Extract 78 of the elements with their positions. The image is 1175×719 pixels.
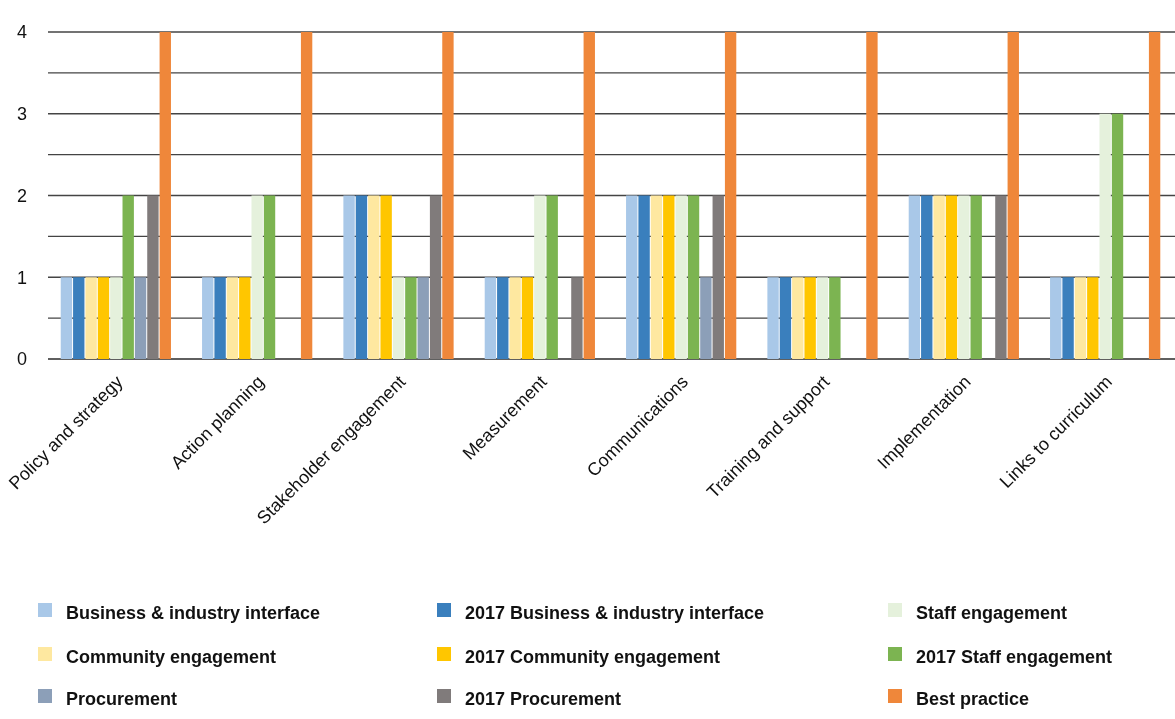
bar bbox=[583, 32, 595, 359]
bar bbox=[73, 277, 85, 359]
bar bbox=[147, 195, 159, 359]
bar bbox=[521, 277, 534, 359]
bar bbox=[675, 195, 687, 359]
bar bbox=[122, 195, 134, 359]
bar bbox=[343, 195, 355, 359]
bar bbox=[908, 195, 921, 359]
bar bbox=[792, 277, 804, 359]
legend-label: 2017 Procurement bbox=[465, 689, 622, 710]
bar bbox=[159, 32, 171, 359]
bar bbox=[226, 277, 239, 359]
bar bbox=[571, 277, 583, 359]
bar bbox=[1062, 277, 1074, 359]
bar bbox=[1074, 277, 1087, 359]
bar bbox=[921, 195, 933, 359]
legend-label: Staff engagement bbox=[916, 603, 1068, 624]
legend-label: 2017 Staff engagement bbox=[916, 647, 1113, 668]
bar bbox=[970, 195, 982, 359]
bar bbox=[392, 277, 405, 359]
bar bbox=[1007, 32, 1019, 359]
bar bbox=[405, 277, 417, 359]
bar bbox=[958, 195, 970, 359]
bar bbox=[829, 277, 841, 359]
bar bbox=[933, 195, 945, 359]
bar bbox=[804, 277, 816, 359]
legend-label: 2017 Community engagement bbox=[465, 647, 721, 668]
bar bbox=[626, 195, 638, 359]
bar bbox=[995, 195, 1007, 359]
bar bbox=[380, 195, 392, 359]
bar bbox=[368, 195, 380, 359]
bar bbox=[816, 277, 829, 359]
legend-label: Best practice bbox=[916, 689, 1030, 710]
bar bbox=[110, 277, 122, 359]
bar bbox=[497, 277, 509, 359]
bar bbox=[417, 277, 429, 359]
bar bbox=[300, 32, 313, 359]
bar bbox=[509, 277, 521, 359]
bar bbox=[251, 195, 263, 359]
y-tick-label: 0 bbox=[16, 349, 28, 370]
y-tick-label: 3 bbox=[16, 104, 28, 125]
bar bbox=[1050, 277, 1062, 359]
y-tick-label: 4 bbox=[16, 22, 28, 43]
bar bbox=[779, 277, 792, 359]
y-tick-label: 1 bbox=[16, 267, 28, 288]
bar bbox=[263, 195, 276, 359]
bar bbox=[638, 195, 650, 359]
bar bbox=[546, 195, 558, 359]
bar bbox=[1148, 32, 1161, 359]
bar bbox=[687, 195, 700, 359]
bar bbox=[85, 277, 97, 359]
bar bbox=[712, 195, 724, 359]
bar bbox=[700, 277, 712, 359]
bar bbox=[239, 277, 251, 359]
bar bbox=[1111, 113, 1124, 359]
bar bbox=[484, 277, 497, 359]
bar bbox=[1099, 113, 1111, 359]
bar bbox=[650, 195, 663, 359]
bar bbox=[429, 195, 442, 359]
bar bbox=[97, 277, 110, 359]
bar bbox=[767, 277, 779, 359]
bar bbox=[60, 277, 73, 359]
bar bbox=[134, 277, 147, 359]
bar bbox=[355, 195, 368, 359]
legend-label: Community engagement bbox=[66, 647, 277, 668]
legend-label: Procurement bbox=[66, 689, 178, 710]
bar bbox=[945, 195, 958, 359]
bar bbox=[534, 195, 546, 359]
y-tick-label: 2 bbox=[16, 185, 28, 206]
bar bbox=[724, 32, 737, 359]
bar bbox=[202, 277, 214, 359]
bar bbox=[442, 32, 454, 359]
bar bbox=[663, 195, 675, 359]
legend-label: 2017 Business & industry interface bbox=[465, 603, 765, 624]
bar bbox=[214, 277, 226, 359]
bar bbox=[866, 32, 878, 359]
bar bbox=[1087, 277, 1099, 359]
legend-label: Business & industry interface bbox=[66, 603, 321, 624]
